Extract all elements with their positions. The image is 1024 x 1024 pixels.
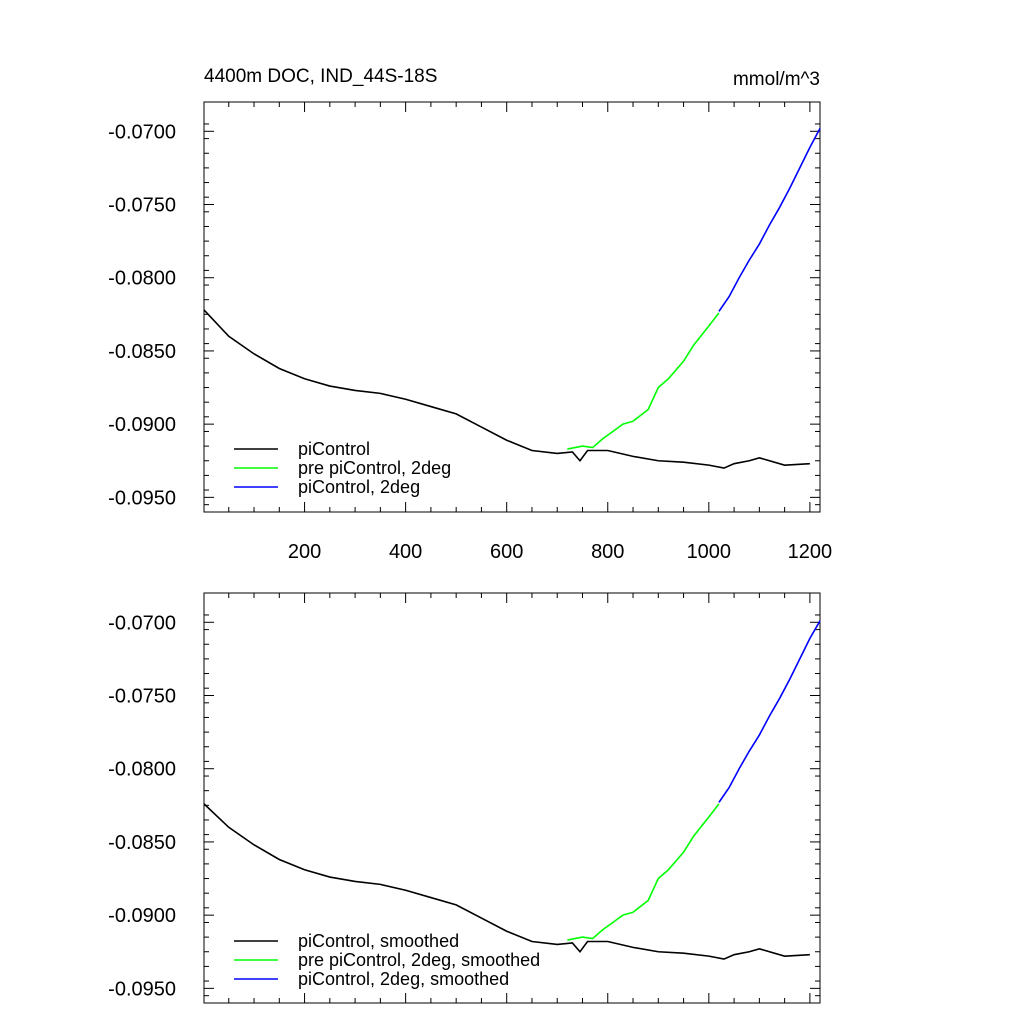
legend-label: piControl, 2deg, smoothed (298, 969, 509, 989)
y-tick-label: -0.0900 (108, 414, 176, 436)
series-line-1 (567, 803, 720, 941)
y-tick-label: -0.0800 (108, 268, 176, 290)
x-tick-label: 1200 (788, 541, 833, 563)
y-tick-label: -0.0950 (108, 978, 176, 1000)
series-line-2 (718, 620, 821, 803)
y-tick-label: -0.0950 (108, 487, 176, 509)
series-line-2 (718, 127, 821, 312)
series-line-1 (567, 312, 720, 450)
panel-title: 4400m DOC, IND_44S-18S (204, 66, 437, 87)
units-label: mmol/m^3 (733, 69, 820, 90)
y-tick-label: -0.0750 (108, 686, 176, 708)
plot-frame (203, 592, 821, 1004)
legend-label: piControl, smoothed (298, 931, 459, 951)
plot-frame (203, 101, 821, 513)
y-tick-label: -0.0700 (108, 612, 176, 634)
x-tick-label: 1000 (687, 541, 732, 563)
top-line-chart: 200 400 600 800 1000 1200 -0.0700 -0.0750 -0.080… (108, 101, 833, 563)
legend-label: pre piControl, 2deg (298, 458, 451, 478)
x-tick-label: 400 (389, 541, 422, 563)
y-tick-label: -0.0700 (108, 121, 176, 143)
series-line-0 (203, 309, 810, 469)
y-tick-label: -0.0850 (108, 341, 176, 363)
legend-label: pre piControl, 2deg, smoothed (298, 950, 540, 970)
y-tick-label: -0.0900 (108, 905, 176, 927)
x-tick-label: 200 (288, 541, 321, 563)
legend-label: piControl (298, 439, 370, 459)
x-tick-label: 800 (591, 541, 624, 563)
x-tick-label: 600 (490, 541, 523, 563)
series-line-0 (203, 803, 810, 960)
legend-label: piControl, 2deg (298, 477, 420, 497)
y-tick-label: -0.0850 (108, 832, 176, 854)
y-tick-label: -0.0800 (108, 759, 176, 781)
bottom-line-chart: -0.0700 -0.0750 -0.0800 -0.0850 -0.0900 -0.09… (108, 592, 821, 1004)
y-tick-label: -0.0750 (108, 195, 176, 217)
